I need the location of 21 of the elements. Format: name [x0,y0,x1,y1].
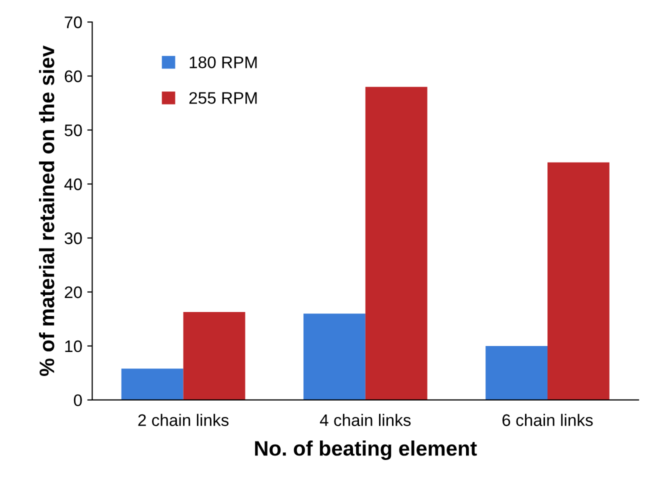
y-tick-label: 0 [74,394,82,406]
x-tick-label: 2 chain links [138,414,229,426]
y-tick-label: 10 [65,340,82,352]
x-tick-label: 6 chain links [502,414,593,426]
y-tick-label: 20 [64,286,82,298]
x-axis-title: No. of beating element [255,440,477,460]
y-tick-label: 40 [64,178,82,190]
y-tick-label: 30 [64,232,82,244]
y-tick-label: 60 [64,70,82,82]
bar [183,312,246,400]
bar [365,86,428,400]
x-tick-label: 4 chain links [320,414,411,426]
bar [121,368,184,400]
y-tick-label: 70 [64,16,82,28]
bar [548,162,610,400]
y-tick-label: 50 [64,124,82,136]
legend-label: 255 RPM [189,92,257,104]
bar [486,346,548,400]
bar [303,314,366,400]
y-axis-title: % of material retained on the siev [39,46,54,376]
legend-label: 180 RPM [190,56,257,68]
